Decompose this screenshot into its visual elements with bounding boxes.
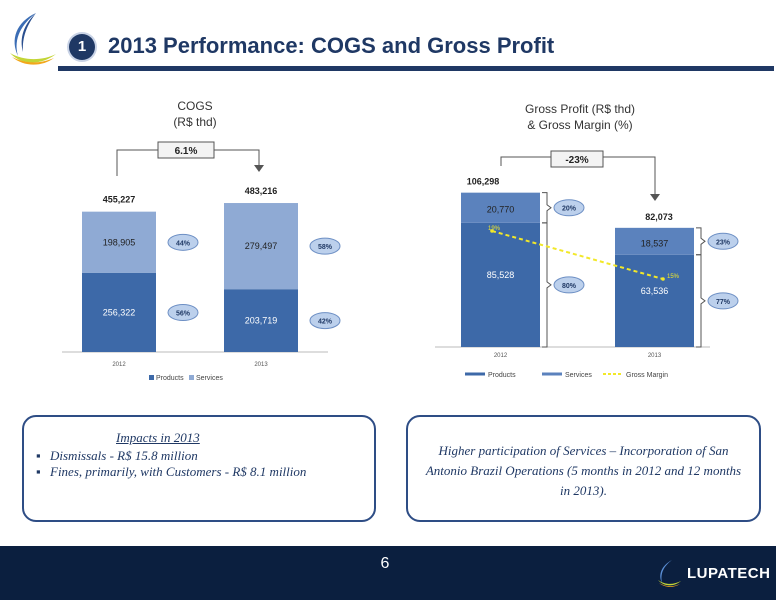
cogs-title-line-1: COGS [177,99,213,113]
gp-bar-products-2012 [461,222,540,347]
impacts-note-box: Impacts in 2013 Dismissals - R$ 15.8 mil… [22,415,376,522]
cogs-share-services-2013: 58% [318,244,333,251]
gp-value-products-2013: 63,536 [641,286,669,296]
gp-total-2013: 82,073 [645,212,673,222]
gp-value-services-2013: 18,537 [641,238,669,248]
gp-title-line-1: Gross Profit (R$ thd) [524,102,636,116]
cogs-value-services-2013: 279,497 [245,241,278,251]
section-number-badge: 1 [69,34,95,60]
cogs-share-products-2013: 42% [318,319,333,326]
gross-margin-point-2012 [490,229,494,233]
legend-swatch-services [189,375,194,380]
impacts-heading: Impacts in 2013 [116,430,200,445]
cogs-share-products-2013-oval [309,312,341,330]
cogs-share-services-2012-oval [167,233,199,251]
cogs-tick-2012: 2012 [112,362,126,368]
gross-margin-label-2013: 15% [667,274,680,280]
gp-brace-services-2013 [696,227,706,256]
gp-value-services-2012: 20,770 [487,205,515,215]
gp-share-products-2012: 80% [562,283,577,290]
gp-tick-2013: 2013 [648,353,662,359]
cogs-tick-2013: 2013 [254,362,268,368]
cogs-legend: Products Services [149,375,223,382]
page-title: 2013 Performance: COGS and Gross Profit [108,33,555,58]
gp-share-services-2013: 23% [716,239,731,246]
gp-tick-2012: 2012 [494,353,508,359]
gp-brace-products-2012 [542,222,552,348]
gp-legend-services: Services [565,372,592,379]
cogs-value-products-2013: 203,719 [245,316,278,326]
impact-item-fines: Fines, primarily, with Customers - R$ 8.… [36,464,356,479]
cogs-title-line-2: (R$ thd) [173,115,217,129]
lupatech-logo-icon [10,13,56,65]
gp-total-2012: 106,298 [467,177,500,187]
gross-margin-label-2012: 19% [488,226,501,232]
impacts-list: Dismissals - R$ 15.8 million Fines, prim… [36,448,356,480]
gross-margin-point-2013 [661,277,665,281]
lupatech-footer-logo-icon [658,560,681,587]
impact-item-dismissals: Dismissals - R$ 15.8 million [36,448,356,463]
cogs-share-products-2012-oval [167,303,199,321]
gp-bar-products-2013 [615,254,694,347]
gp-legend-gross-margin: Gross Margin [626,372,668,379]
gp-brace-services-2012 [542,192,552,224]
cogs-bar-products-2013 [224,289,298,352]
cogs-share-services-2013-oval [309,237,341,255]
cogs-bar-products-2012 [82,272,156,352]
gp-variation-label: -23% [565,155,588,166]
gp-share-products-2012-oval [553,276,585,294]
cogs-total-2013: 483,216 [245,186,278,196]
cogs-legend-products: Products [156,375,184,382]
cogs-bar-services-2012 [82,211,156,273]
cogs-value-services-2012: 198,905 [103,237,136,247]
cogs-share-services-2012: 44% [176,240,191,247]
cogs-chart-title: COGS (R$ thd) [130,98,260,130]
gp-share-products-2013: 77% [716,299,731,306]
services-note-text: Higher participation of Services – Incor… [425,443,742,498]
services-note-box: Higher participation of Services – Incor… [406,415,761,522]
gp-brace-products-2013 [696,254,706,348]
footer-bar [0,546,776,600]
gp-value-products-2012: 85,528 [487,270,515,280]
gp-legend-products: Products [488,372,516,379]
gp-bar-services-2013 [615,227,694,255]
legend-swatch-products [149,375,154,380]
gross-margin-line [491,230,664,280]
gp-title-line-2: & Gross Margin (%) [527,118,633,132]
gp-legend: Products Services Gross Margin [465,372,668,379]
page-number: 6 [380,555,390,572]
gp-bar-services-2012 [461,192,540,223]
brand-name: LUPATECH [687,565,771,582]
gross-profit-chart-title: Gross Profit (R$ thd) & Gross Margin (%) [490,101,670,133]
gp-share-services-2012-oval [553,199,585,217]
cogs-legend-services: Services [196,375,223,382]
cogs-variation-bracket: 6.1% [116,141,264,176]
cogs-value-products-2012: 256,322 [103,307,136,317]
gp-share-services-2012: 20% [562,206,577,213]
gp-share-products-2013-oval [707,292,739,310]
cogs-share-products-2012: 56% [176,310,191,317]
title-divider [58,66,774,71]
gp-variation-bracket: -23% [500,150,660,201]
cogs-total-2012: 455,227 [103,195,136,205]
gp-share-services-2013-oval [707,232,739,250]
cogs-variation-label: 6.1% [175,146,198,157]
cogs-bar-services-2013 [224,203,298,290]
